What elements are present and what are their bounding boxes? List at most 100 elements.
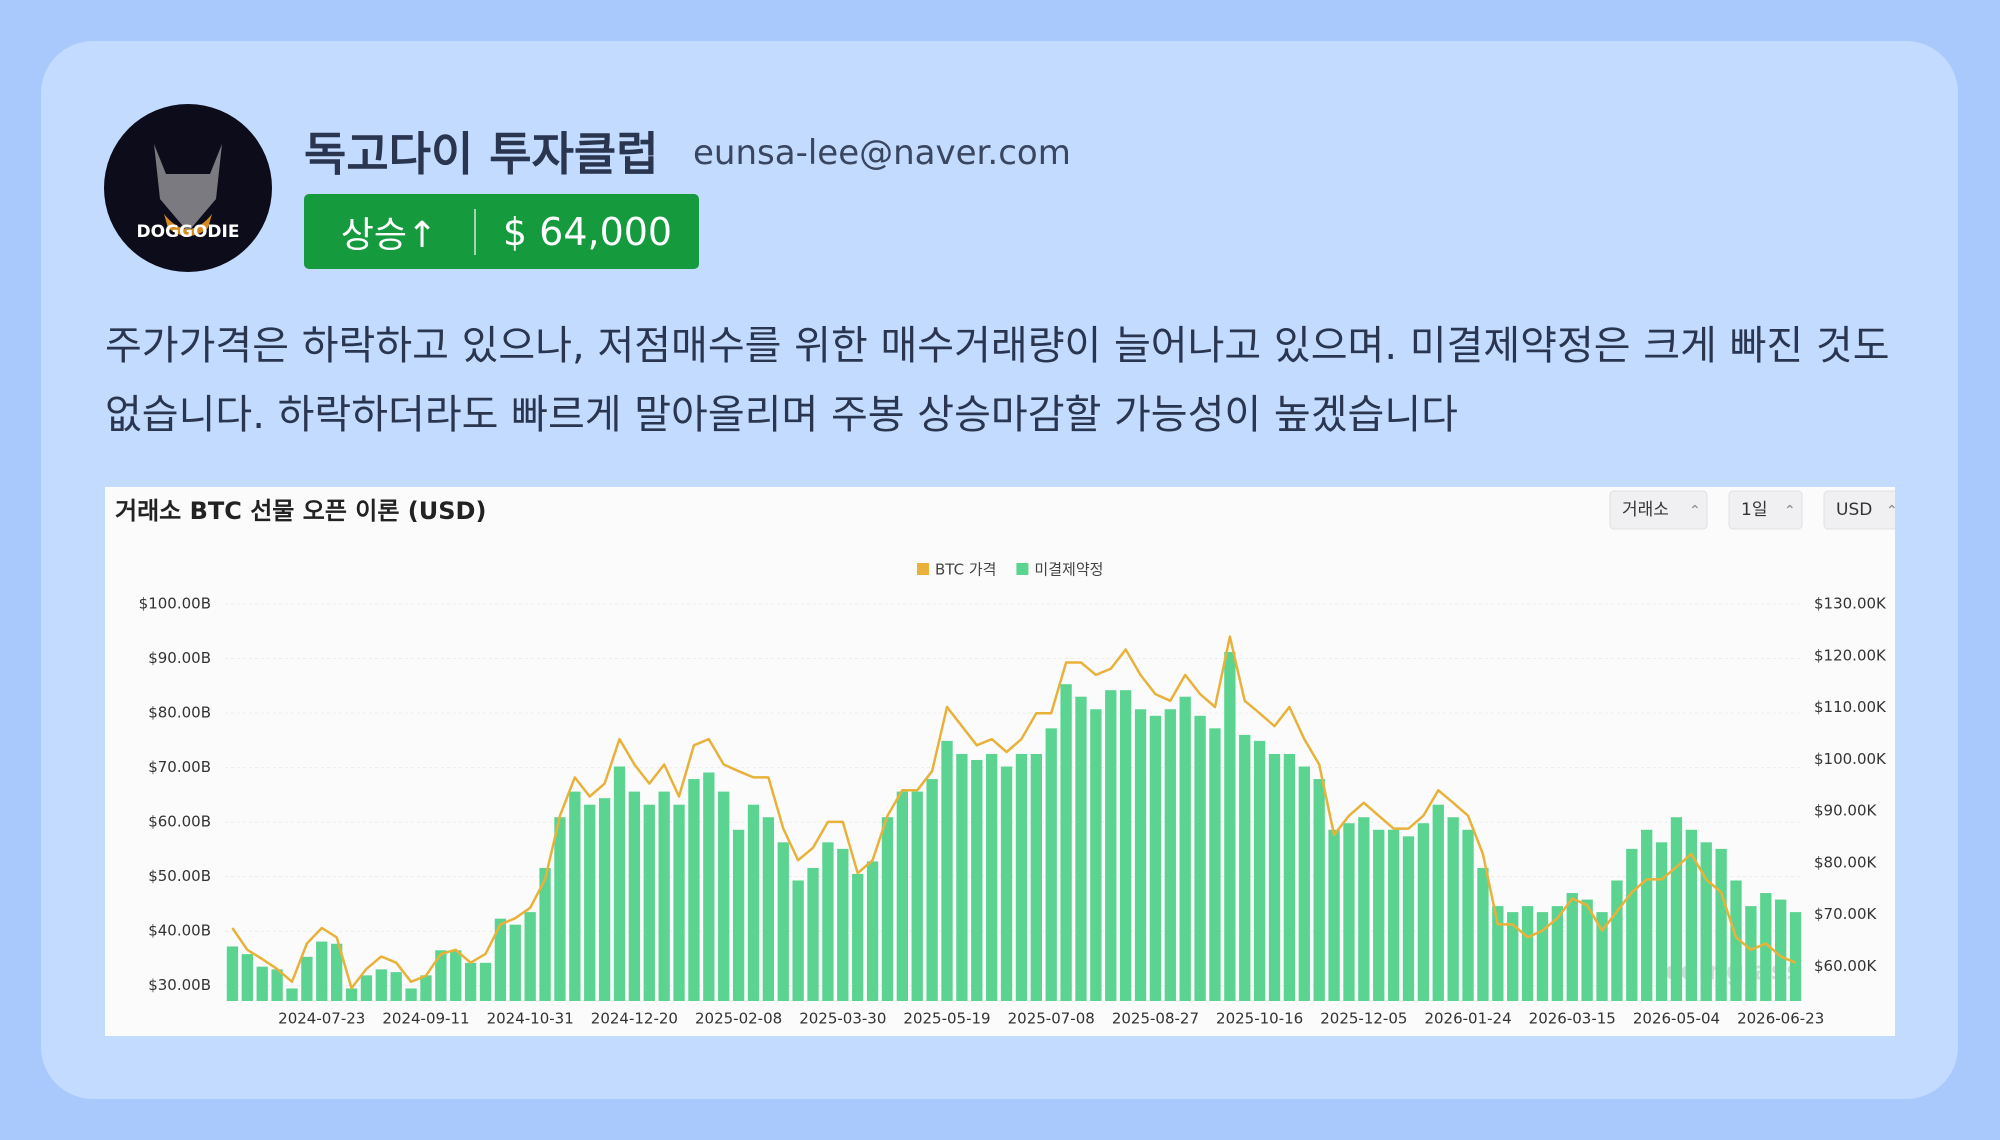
x-tick-label: 2025-05-19	[903, 1010, 990, 1028]
bar	[1626, 848, 1638, 1001]
x-tick-label: 2026-05-04	[1633, 1010, 1720, 1028]
signal: 상승↑	[340, 214, 438, 256]
bar	[405, 988, 417, 1001]
bar	[241, 954, 253, 1001]
bar	[732, 829, 745, 1001]
post-text: 주가가격은 하락하고 있으나, 저점매수를 위한 매수거래량이 늘어나고 있으며…	[105, 323, 1890, 438]
bar	[1224, 651, 1236, 1001]
bar	[450, 950, 462, 1001]
bar	[1730, 880, 1742, 1001]
bar	[1745, 906, 1757, 1001]
bar	[1030, 753, 1042, 1001]
bar	[866, 861, 879, 1001]
bar	[554, 817, 566, 1001]
y-tick-label: $80.00B	[148, 704, 211, 722]
bar	[1760, 893, 1772, 1001]
bar	[1373, 829, 1385, 1001]
dropdown-arrow: ⌃	[1689, 503, 1701, 519]
bar	[316, 941, 328, 1001]
legend-label: BTC 가격	[935, 561, 996, 579]
dropdown[interactable]	[1609, 490, 1708, 530]
bar	[420, 975, 432, 1001]
bar	[911, 791, 923, 1001]
bar	[792, 880, 804, 1001]
x-tick-label: 2025-08-27	[1112, 1010, 1199, 1028]
bar	[1268, 753, 1281, 1001]
x-tick-label: 2026-01-24	[1424, 1010, 1511, 1028]
bar	[286, 988, 298, 1001]
target-price: $ 64,000	[502, 209, 673, 254]
y-tick-label: $70.00B	[148, 758, 211, 776]
bar	[673, 804, 685, 1001]
bar	[718, 791, 730, 1001]
bar	[971, 759, 983, 1001]
bar	[1298, 766, 1310, 1001]
avatar-art: DOGGODIE	[137, 144, 239, 242]
bar	[613, 766, 626, 1001]
legend-label: 미결제약정	[1034, 561, 1103, 579]
bar	[807, 867, 819, 1001]
dropdown[interactable]	[1823, 490, 1895, 530]
bar	[1641, 829, 1653, 1001]
x-tick-label: 2026-06-23	[1737, 1010, 1824, 1028]
bar	[658, 791, 670, 1001]
bar	[777, 842, 789, 1001]
bar	[1700, 842, 1712, 1001]
bar	[1060, 684, 1072, 1001]
dog-head	[154, 144, 222, 232]
bar	[1670, 817, 1683, 1001]
bar	[1447, 817, 1459, 1001]
signal-badge: 상승↑ $ 64,000	[304, 194, 699, 269]
y2-tick-label: $90.00K	[1814, 802, 1877, 820]
dropdown-label: 1일	[1741, 500, 1767, 520]
bar	[479, 962, 492, 1001]
bar	[1536, 912, 1549, 1001]
bar	[1090, 709, 1102, 1001]
bar	[330, 943, 343, 1001]
y2-tick-label: $120.00K	[1814, 646, 1887, 664]
y2-tick-label: $110.00K	[1814, 698, 1887, 716]
x-tick-label: 2025-12-05	[1320, 1010, 1407, 1028]
bar	[941, 740, 953, 1001]
dropdown[interactable]	[1728, 490, 1803, 530]
dropdown-arrow: ⌃	[1784, 503, 1796, 519]
bar	[896, 791, 909, 1001]
bar	[688, 779, 700, 1001]
bar	[1328, 829, 1340, 1001]
bar	[1596, 912, 1608, 1001]
bar	[1492, 906, 1504, 1001]
bar	[986, 753, 998, 1001]
bar	[1402, 836, 1415, 1001]
x-tick-label: 2025-10-16	[1216, 1010, 1303, 1028]
bar	[1239, 734, 1251, 1001]
x-tick-label: 2024-07-23	[278, 1010, 365, 1028]
bar	[628, 791, 641, 1001]
bar	[1075, 696, 1087, 1001]
bar	[1655, 842, 1668, 1001]
y2-tick-label: $100.00K	[1814, 750, 1887, 768]
x-tick-label: 2026-03-15	[1529, 1010, 1616, 1028]
bar	[1253, 740, 1266, 1001]
bar	[852, 873, 864, 1001]
y2-tick-label: $60.00K	[1814, 957, 1877, 975]
bar	[1521, 906, 1534, 1001]
user-email: eunsa-lee@naver.com	[693, 133, 1071, 173]
y2-tick-label: $70.00K	[1814, 905, 1877, 923]
bar	[762, 817, 775, 1001]
bar	[390, 972, 402, 1001]
bar	[1149, 715, 1162, 1001]
bar	[1581, 899, 1593, 1001]
bar	[1000, 766, 1013, 1001]
avatar[interactable]: DOGGODIE	[104, 104, 272, 272]
user-name: 독고다이 투자클럽	[304, 127, 659, 181]
bar	[1105, 690, 1117, 1001]
bar	[1387, 829, 1400, 1001]
bar	[747, 804, 760, 1001]
bar	[375, 969, 387, 1001]
x-tick-label: 2024-09-11	[382, 1010, 469, 1028]
bar	[226, 946, 239, 1001]
bar	[360, 975, 373, 1001]
bar	[1611, 880, 1623, 1001]
dropdown-label: 거래소	[1622, 500, 1669, 520]
